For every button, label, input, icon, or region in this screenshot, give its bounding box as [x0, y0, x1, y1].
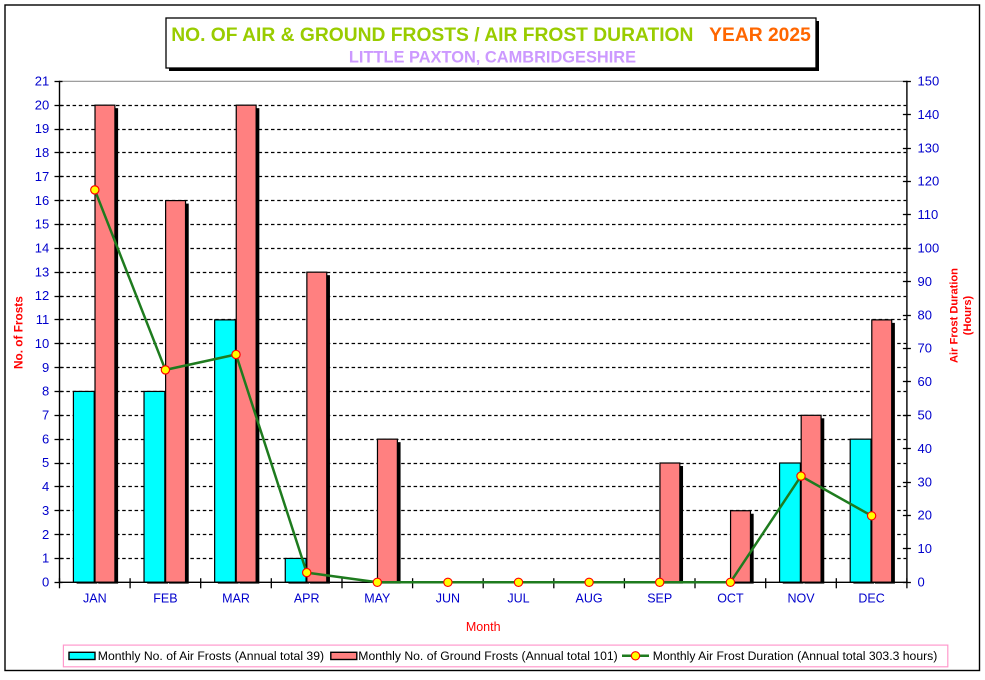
svg-text:11: 11: [36, 312, 50, 327]
svg-text:5: 5: [42, 455, 49, 470]
svg-text:120: 120: [918, 174, 940, 189]
svg-text:50: 50: [918, 408, 932, 423]
svg-text:18: 18: [35, 145, 49, 160]
svg-text:20: 20: [35, 97, 49, 112]
svg-text:14: 14: [35, 241, 49, 256]
svg-text:Monthly No. of Ground Frosts (: Monthly No. of Ground Frosts (Annual tot…: [358, 649, 617, 663]
svg-text:40: 40: [918, 441, 932, 456]
svg-text:SEP: SEP: [647, 592, 672, 606]
svg-text:80: 80: [918, 307, 932, 322]
svg-text:20: 20: [918, 508, 932, 523]
svg-text:110: 110: [918, 207, 939, 222]
svg-text:3: 3: [42, 503, 49, 518]
svg-text:90: 90: [918, 274, 932, 289]
svg-text:Monthly No. of Air Frosts (Ann: Monthly No. of Air Frosts (Annual total …: [98, 649, 324, 663]
svg-text:Air Frost Duration(Hours): Air Frost Duration (Hours): [949, 268, 975, 363]
svg-text:OCT: OCT: [717, 592, 744, 606]
svg-text:6: 6: [42, 431, 49, 446]
svg-text:LITTLE PAXTON, CAMBRIDGESHIRE: LITTLE PAXTON, CAMBRIDGESHIRE: [349, 49, 636, 67]
svg-text:21: 21: [35, 74, 49, 89]
svg-text:JAN: JAN: [83, 592, 107, 606]
svg-text:2: 2: [42, 527, 49, 542]
svg-text:15: 15: [35, 217, 49, 232]
svg-text:1: 1: [42, 551, 49, 566]
svg-text:19: 19: [35, 121, 49, 136]
svg-text:DEC: DEC: [858, 592, 884, 606]
svg-text:8: 8: [42, 384, 49, 399]
svg-text:100: 100: [918, 241, 940, 256]
svg-text:12: 12: [35, 288, 49, 303]
svg-text:60: 60: [918, 374, 932, 389]
svg-text:0: 0: [42, 575, 49, 590]
svg-text:JUL: JUL: [507, 592, 529, 606]
svg-text:4: 4: [42, 479, 49, 494]
svg-text:APR: APR: [294, 592, 320, 606]
svg-text:130: 130: [918, 140, 940, 155]
svg-text:Monthly Air Frost Duration (An: Monthly Air Frost Duration (Annual total…: [653, 649, 938, 663]
svg-text:NO. OF AIR & GROUND FROSTS / A: NO. OF AIR & GROUND FROSTS / AIR FROST D…: [171, 25, 811, 46]
svg-text:17: 17: [35, 169, 49, 184]
svg-text:FEB: FEB: [153, 592, 177, 606]
svg-text:MAY: MAY: [364, 592, 391, 606]
svg-text:9: 9: [42, 360, 49, 375]
svg-text:0: 0: [918, 575, 925, 590]
svg-text:30: 30: [918, 474, 932, 489]
svg-text:10: 10: [35, 336, 49, 351]
svg-text:NOV: NOV: [787, 592, 815, 606]
svg-text:16: 16: [35, 193, 49, 208]
svg-text:70: 70: [918, 341, 932, 356]
svg-text:13: 13: [35, 264, 49, 279]
svg-text:AUG: AUG: [576, 592, 603, 606]
svg-text:No. of Frosts: No. of Frosts: [12, 296, 26, 369]
svg-text:140: 140: [918, 107, 940, 122]
svg-text:150: 150: [918, 74, 940, 89]
svg-text:JUN: JUN: [436, 592, 460, 606]
svg-text:MAR: MAR: [222, 592, 250, 606]
svg-text:7: 7: [42, 408, 49, 423]
svg-text:10: 10: [918, 541, 932, 556]
svg-text:Month: Month: [466, 620, 501, 634]
